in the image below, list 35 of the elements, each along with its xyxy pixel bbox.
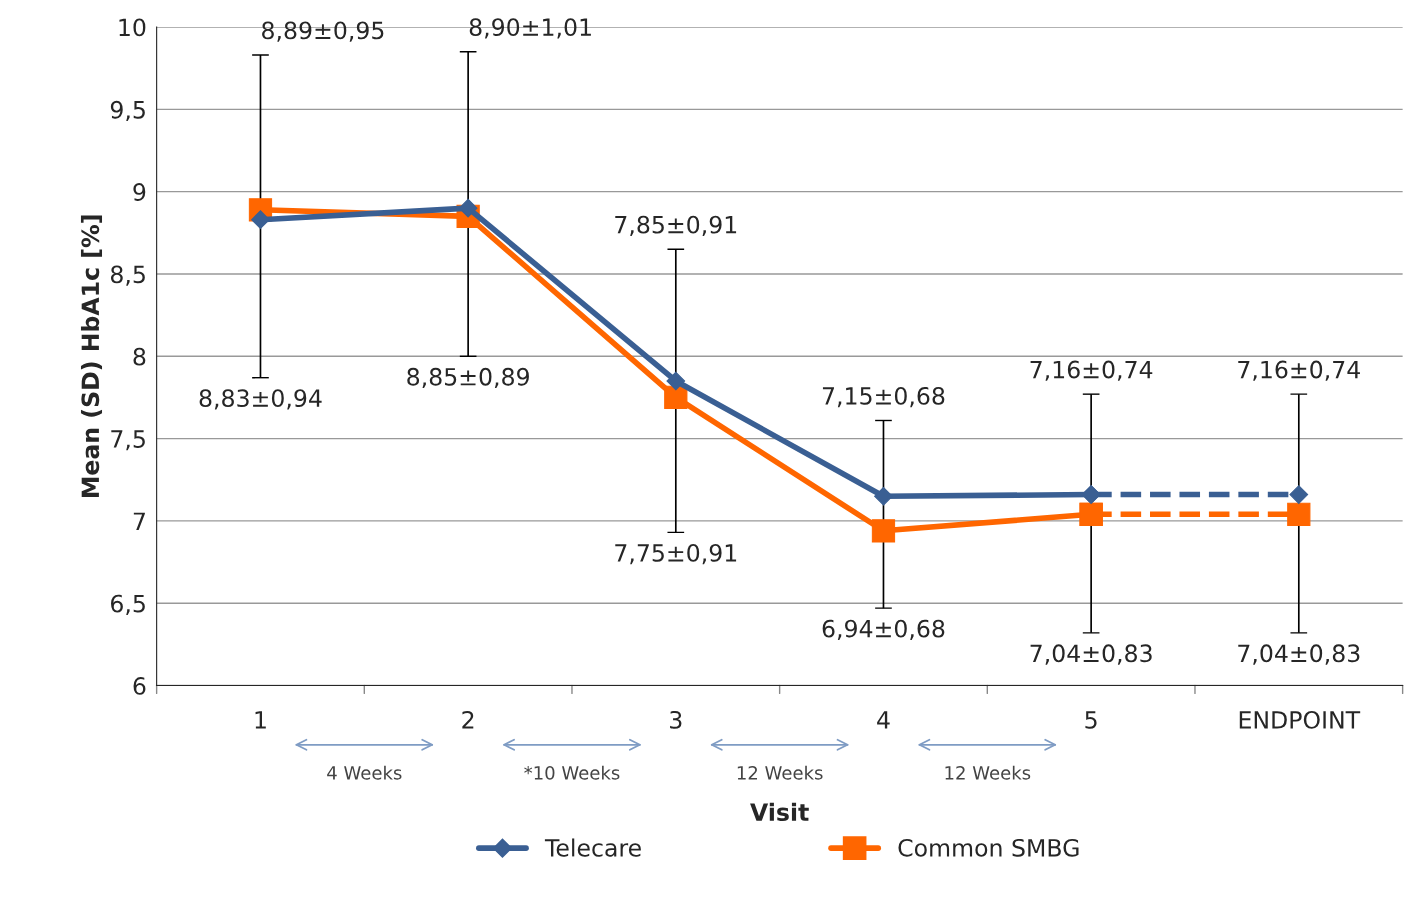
text: *10 Weeks [524,765,620,780]
x-tick-label: 1 [255,711,266,729]
y-tick-label: 10 [119,18,146,37]
y-tick-label: 6 [133,676,146,695]
x-tick-label: 3 [670,710,682,729]
y-tick-label: 9,5 [110,100,145,122]
x-tick-label: 2 [462,710,474,729]
annotation: 7,04±0,83 [1030,644,1152,665]
text: 4 Weeks [327,765,402,780]
x-tick-label: 4 [877,711,890,729]
annotation: 7,16±0,74 [1238,360,1360,381]
x-tick-label: ENDPOINT [1239,710,1361,729]
annotation: 8,89±0,95 [262,21,384,42]
y-tick-label: 8,5 [110,265,145,286]
legend-label: Telecare [544,838,641,857]
annotation: 7,85±0,91 [615,215,737,237]
y-tick-label: 8 [133,347,146,366]
y-tick-label: 6,5 [111,594,145,615]
y-tick-label: 9 [133,183,146,201]
legend-label: Common SMBG [898,838,1079,857]
y-axis-title: Mean (SD) HbA1c [%] [80,215,103,497]
x-axis-title: Visit [750,802,809,822]
y-tick-label: 7,5 [111,430,145,451]
annotation: 8,85±0,89 [407,367,529,389]
annotation: 6,94±0,68 [822,619,945,640]
annotation: 7,16±0,74 [1030,360,1153,381]
annotation: 8,90±1,01 [469,18,591,39]
y-tick-label: 7 [133,512,145,530]
text: 12 Weeks [737,765,823,780]
text: 12 Weeks [945,765,1031,780]
annotation: 7,75±0,91 [615,543,737,565]
annotation: 7,04±0,83 [1238,644,1360,665]
x-tick-label: 5 [1085,711,1097,729]
annotation: 7,15±0,68 [822,386,945,408]
annotation: 8,83±0,94 [199,389,322,410]
